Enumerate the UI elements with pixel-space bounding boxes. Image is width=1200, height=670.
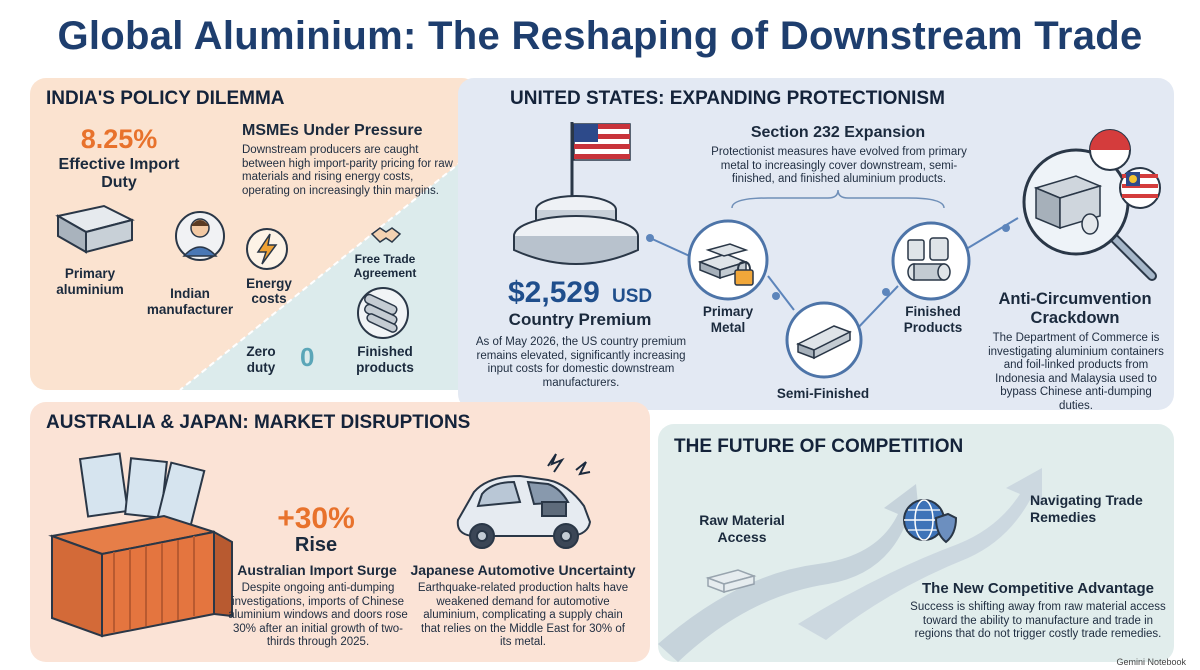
lightning-icon [246, 228, 288, 270]
premium-text: As of May 2026, the US country premium r… [475, 336, 687, 389]
finished-products-label: Finished products [356, 344, 414, 375]
advantage-title: The New Competitive Advantage [922, 580, 1154, 597]
us-flag-pedestal-icon [513, 122, 639, 265]
premium-value: $2,529 [508, 276, 600, 309]
us-heading: UNITED STATES: EXPANDING PROTECTIONISM [510, 88, 945, 109]
product-chain-line [646, 217, 1019, 333]
foil-rolls-icon [891, 221, 971, 301]
rise-value: +30% [277, 502, 355, 535]
padlock-icon [734, 260, 754, 286]
primary-aluminium-label: Primary aluminium [56, 266, 124, 297]
india-heading: INDIA'S POLICY DILEMMA [46, 88, 285, 109]
semi-finished-profile-icon [785, 301, 863, 379]
energy-label: Energy costs [246, 276, 292, 306]
semi-finished-label: Semi-Finished [776, 386, 870, 401]
anti-circumvention-text: The Department of Commerce is investigat… [988, 332, 1164, 410]
aluminium-ingot-icon [55, 204, 135, 254]
section-232-text: Protectionist measures have evolved from… [711, 146, 967, 185]
manufacturer-label: Indian manufacturer [146, 286, 234, 317]
arrow-path-icon [658, 468, 1042, 662]
zero-duty-label: Zero duty [246, 344, 276, 375]
japan-automotive-title: Japanese Automotive Uncertainty [410, 562, 636, 578]
diagonal-split-background [179, 147, 478, 390]
globe-shield-icon [903, 499, 958, 544]
malaysia-flag-icon [1119, 167, 1161, 209]
us-panel: UNITED STATES: EXPANDING PROTECTIONISM $… [458, 78, 1174, 410]
container-icon [48, 514, 233, 638]
rise-label: Rise [294, 534, 338, 556]
premium-unit: USD [612, 286, 653, 307]
japan-automotive-text: Earthquake-related production halts have… [417, 582, 629, 648]
primary-metal-icon [687, 219, 769, 301]
future-heading: THE FUTURE OF COMPETITION [674, 436, 964, 457]
magnifier-icon [1022, 129, 1161, 281]
advantage-text: Success is shifting away from raw materi… [910, 601, 1166, 640]
fta-label: Free Trade Agreement [353, 252, 417, 280]
india-panel: INDIA'S POLICY DILEMMA 8.25% Effective I… [30, 78, 478, 390]
anti-circumvention-title: Anti-Circumvention Crackdown [998, 290, 1152, 327]
premium-label: Country Premium [508, 310, 652, 329]
duty-label: Effective Import Duty [58, 156, 180, 191]
windows-icon [78, 452, 206, 527]
finished-products-us-label: Finished Products [903, 304, 963, 335]
australian-surge-title: Australian Import Surge [237, 562, 397, 578]
container-windows-icon [48, 452, 233, 638]
section-232-title: Section 232 Expansion [750, 124, 926, 141]
duty-value: 8.25% [80, 124, 158, 154]
us-flag-icon [573, 123, 631, 161]
australia-japan-heading: AUSTRALIA & JAPAN: MARKET DISRUPTIONS [46, 412, 471, 433]
indonesia-flag-icon [1089, 129, 1131, 171]
damaged-car-icon [456, 453, 592, 549]
pipes-icon [357, 287, 409, 339]
manufacturer-icon [175, 211, 225, 261]
msme-text: Downstream producers are caught between … [242, 144, 453, 197]
footer-brand: Gemini Notebook [1116, 657, 1186, 667]
zero-value: 0 [300, 342, 315, 372]
australia-japan-panel: AUSTRALIA & JAPAN: MARKET DISRUPTIONS +3… [30, 402, 650, 662]
handshake-icon [370, 227, 402, 243]
brace-connector [731, 189, 945, 209]
primary-metal-label: Primary Metal [702, 304, 754, 335]
navigating-label: Navigating Trade Remedies [1030, 492, 1143, 525]
future-panel: THE FUTURE OF COMPETITION Raw Material A… [658, 424, 1174, 662]
page-title: Global Aluminium: The Reshaping of Downs… [57, 14, 1143, 58]
msme-title: MSMEs Under Pressure [242, 122, 423, 139]
raw-access-label: Raw Material Access [699, 512, 785, 545]
australian-surge-text: Despite ongoing anti-dumping investigati… [228, 582, 408, 648]
